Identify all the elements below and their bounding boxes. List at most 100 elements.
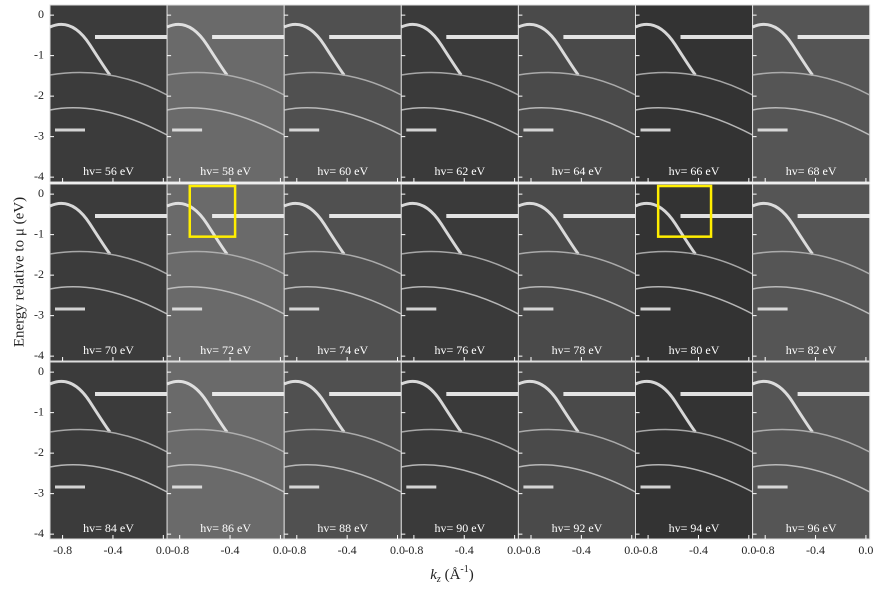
band xyxy=(635,250,753,275)
bands xyxy=(166,22,285,136)
bands xyxy=(634,22,753,136)
band xyxy=(752,428,871,453)
band xyxy=(400,379,463,434)
band xyxy=(49,107,168,136)
panel xyxy=(400,361,519,540)
band xyxy=(166,464,285,493)
band xyxy=(752,286,871,315)
bands xyxy=(400,379,519,493)
band xyxy=(166,22,229,77)
x-tick-label: -0.8 xyxy=(287,543,306,557)
panel-label: hv= 68 eV xyxy=(786,164,837,178)
x-tick-label: -0.4 xyxy=(103,543,122,557)
panel xyxy=(166,361,285,540)
bands xyxy=(517,379,636,493)
band xyxy=(49,464,168,493)
x-tick-label: -0.8 xyxy=(170,543,189,557)
panel-label: hv= 78 eV xyxy=(552,343,603,357)
y-tick-label: -2 xyxy=(34,88,44,102)
band xyxy=(635,107,753,136)
band xyxy=(49,428,168,453)
bands xyxy=(751,379,871,493)
band xyxy=(517,201,580,256)
panel xyxy=(635,183,754,362)
panel xyxy=(283,361,402,540)
panel xyxy=(166,4,285,183)
x-tick-label: 0.0 xyxy=(624,543,639,557)
y-tick-label: -1 xyxy=(34,226,44,240)
x-tick-label: -0.4 xyxy=(455,543,474,557)
y-axis-label: Energy relative to μ (eV) xyxy=(11,197,27,347)
panel xyxy=(283,4,402,183)
band xyxy=(634,379,697,434)
panel-label: hv= 58 eV xyxy=(200,164,251,178)
bands xyxy=(49,379,168,493)
band xyxy=(518,71,636,96)
x-axis-label: kz (Å-1) xyxy=(430,564,474,585)
panel-label: hv= 70 eV xyxy=(83,343,134,357)
y-tick-label: -4 xyxy=(34,169,44,183)
bands xyxy=(751,22,871,136)
band xyxy=(635,428,753,453)
panel xyxy=(752,361,871,540)
panel-label: hv= 80 eV xyxy=(669,343,720,357)
y-tick-label: -3 xyxy=(34,307,44,321)
highlight-box xyxy=(188,184,237,238)
band xyxy=(517,379,580,434)
band xyxy=(751,201,814,256)
band xyxy=(284,71,402,96)
panel xyxy=(752,183,871,362)
band xyxy=(751,379,814,434)
band xyxy=(166,71,285,96)
bands xyxy=(400,22,519,136)
panel-label: hv= 92 eV xyxy=(552,521,603,535)
panel xyxy=(752,4,871,183)
band xyxy=(635,286,753,315)
x-tick-label: 0.0 xyxy=(273,543,288,557)
band xyxy=(752,107,871,136)
panel-label: hv= 94 eV xyxy=(669,521,720,535)
band xyxy=(751,22,814,77)
band xyxy=(166,379,229,434)
band xyxy=(401,250,519,275)
panel-label: hv= 62 eV xyxy=(434,164,485,178)
band xyxy=(401,428,519,453)
panel xyxy=(400,4,519,183)
y-tick-label: 0 xyxy=(38,186,44,200)
band xyxy=(752,464,871,493)
x-label-open: (Å xyxy=(441,567,461,583)
band xyxy=(518,286,636,315)
band xyxy=(518,250,636,275)
x-label-sub: z xyxy=(436,574,441,585)
bands xyxy=(517,201,636,315)
x-tick-label: -0.4 xyxy=(221,543,240,557)
x-tick-label: -0.8 xyxy=(756,543,775,557)
x-tick-label: -0.4 xyxy=(806,543,825,557)
y-tick-label: -3 xyxy=(34,485,44,499)
band xyxy=(400,22,463,77)
x-tick-label: 0.0 xyxy=(858,543,873,557)
panel-label: hv= 76 eV xyxy=(434,343,485,357)
y-tick-label: 0 xyxy=(38,364,44,378)
x-tick-label: -0.8 xyxy=(521,543,540,557)
band xyxy=(518,107,636,136)
bands xyxy=(634,201,753,315)
band xyxy=(635,71,753,96)
x-tick-label: -0.4 xyxy=(689,543,708,557)
panel-label: hv= 86 eV xyxy=(200,521,251,535)
band xyxy=(752,71,871,96)
x-tick-label: 0.0 xyxy=(390,543,405,557)
panel xyxy=(166,183,285,362)
panel-label: hv= 84 eV xyxy=(83,521,134,535)
y-tick-label: 0 xyxy=(38,7,44,21)
band xyxy=(518,428,636,453)
x-tick-label: -0.8 xyxy=(404,543,423,557)
band xyxy=(49,379,112,434)
band xyxy=(49,201,112,256)
panel-label: hv= 66 eV xyxy=(669,164,720,178)
highlight-box xyxy=(656,184,713,238)
bands xyxy=(166,379,285,493)
bands xyxy=(751,201,871,315)
band xyxy=(166,286,285,315)
